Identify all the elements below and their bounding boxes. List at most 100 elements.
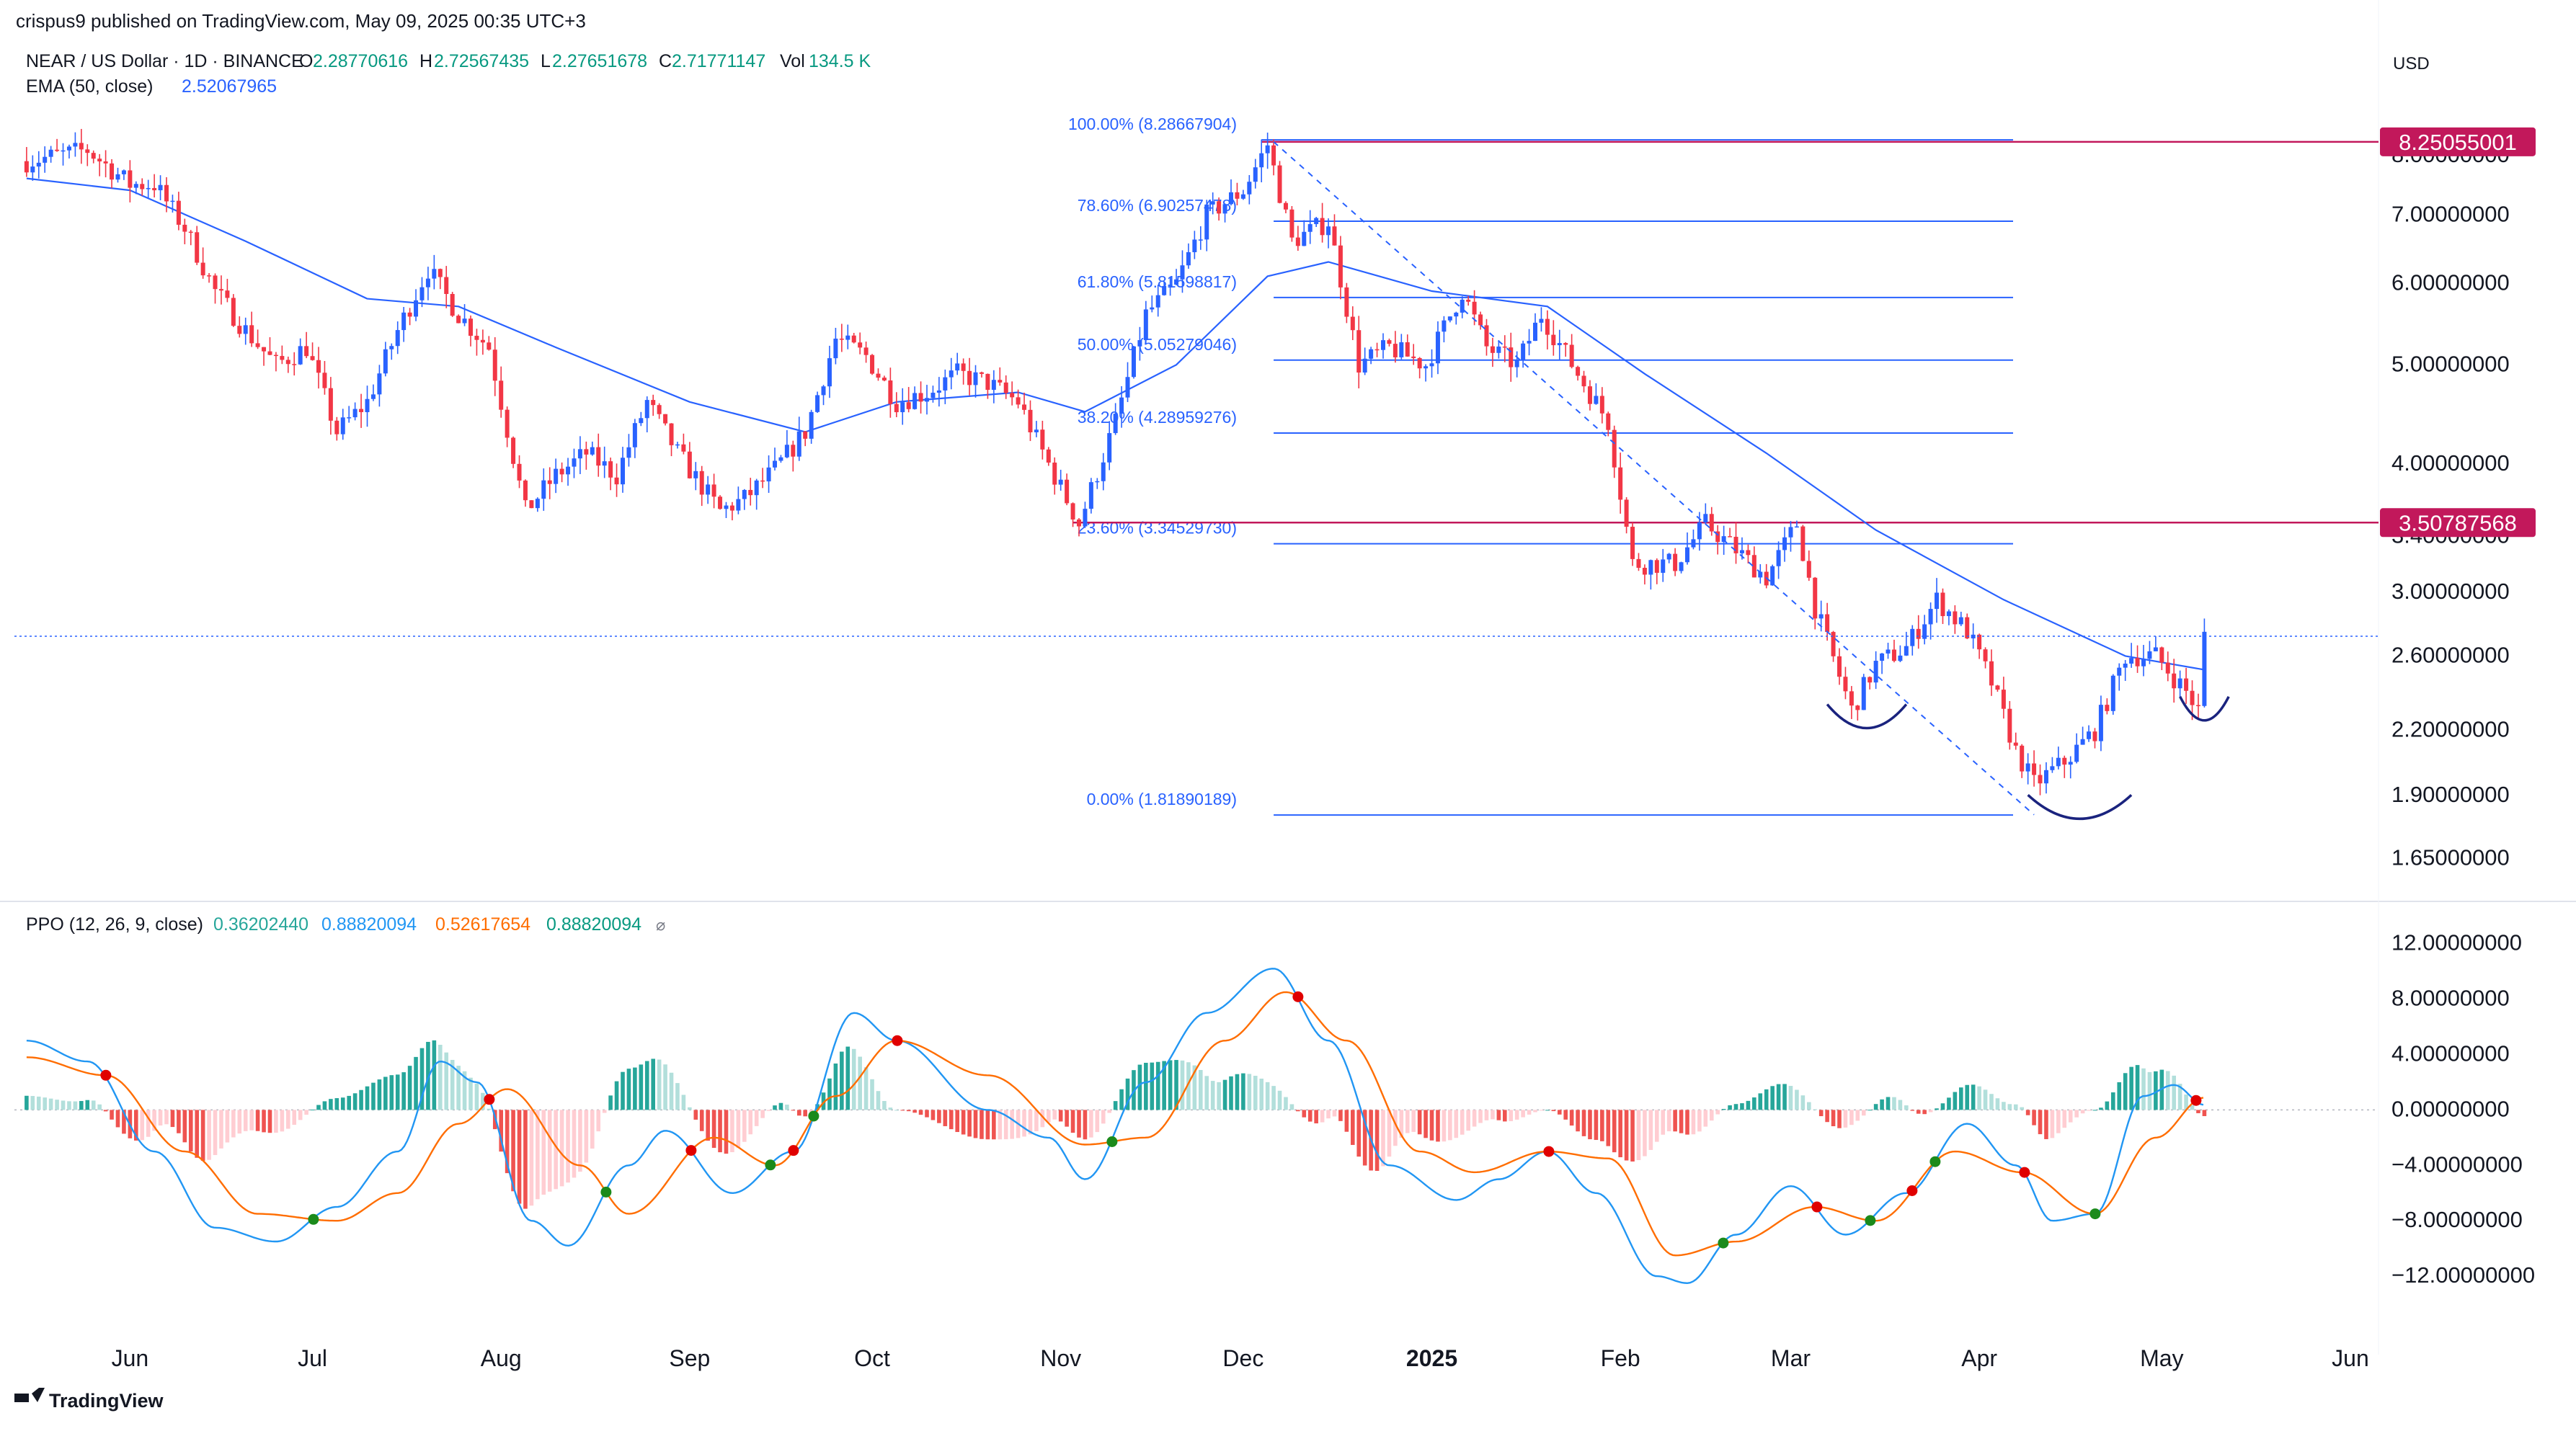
candle-body [1411, 356, 1416, 358]
drawings[interactable] [1273, 141, 2230, 821]
histogram-bar [1825, 1110, 1829, 1123]
candle-body [584, 449, 589, 455]
ppo-value-3: 0.52617654 [435, 914, 530, 935]
histogram-bar [858, 1056, 862, 1110]
histogram-bar [1204, 1076, 1209, 1110]
candle-body [1289, 209, 1294, 238]
crossover-dot [600, 1186, 612, 1198]
histogram-bar [888, 1107, 893, 1110]
candle-body [766, 467, 771, 482]
volume-value: 134.5 K [809, 51, 871, 71]
histogram-bar [2044, 1110, 2048, 1139]
candle-body [936, 390, 941, 393]
candle-body [1016, 397, 1021, 405]
candle-body [1034, 429, 1039, 432]
histogram-bar [1484, 1110, 1489, 1120]
histogram-bar [1788, 1086, 1793, 1110]
candle-body [1058, 479, 1063, 485]
candle-body [1229, 192, 1233, 205]
histogram-bar [444, 1052, 449, 1110]
candle-body [1673, 553, 1678, 571]
candle-body [1581, 375, 1586, 387]
histogram-bar [1880, 1099, 1884, 1110]
ema-value: 2.52067965 [182, 76, 277, 97]
candle-body [1794, 526, 1799, 528]
candle-body [1028, 409, 1033, 432]
symbol-label[interactable]: NEAR / US Dollar · 1D · BINANCE [26, 51, 303, 71]
ema-line [26, 177, 2205, 671]
hide-values-icon[interactable]: ⌀ [656, 916, 665, 934]
histogram-bar [742, 1110, 747, 1142]
price-tick: 4.00000000 [2391, 450, 2510, 476]
histogram-bar [1289, 1104, 1294, 1110]
candle-body [414, 300, 419, 317]
candle-body [365, 398, 370, 413]
histogram-bar [1916, 1110, 1921, 1114]
candle-body [200, 262, 205, 276]
candle-body [1873, 661, 1878, 683]
horizontal-levels[interactable]: 8.25055001 3.50787568 [1072, 127, 2536, 538]
candle-body [1910, 628, 1915, 646]
histogram-bar [1965, 1084, 1970, 1110]
histogram-bar [876, 1091, 881, 1110]
histogram-bar [693, 1110, 698, 1120]
candle-body [1703, 514, 1708, 523]
ppo-tick: −4.00000000 [2391, 1151, 2523, 1177]
fibonacci-retracement[interactable]: 100.00% (8.28667904) 78.60% (6.90257478) 6… [1068, 115, 2013, 816]
candle-body [1800, 526, 1806, 561]
histogram-bar [1113, 1101, 1118, 1110]
histogram-bar [2002, 1102, 2006, 1110]
candle-body [43, 156, 48, 163]
histogram-bar [1691, 1110, 1696, 1135]
histogram-bar [1478, 1110, 1483, 1123]
candle-body [340, 417, 345, 434]
histogram-bar [304, 1110, 308, 1115]
candle-body [1083, 509, 1088, 527]
histogram-bar [1764, 1089, 1769, 1110]
histogram-bar [730, 1110, 734, 1153]
histogram-bar [1892, 1097, 1896, 1110]
histogram-bar [931, 1110, 936, 1120]
time-axis[interactable]: Jun Jul Aug Sep Oct Nov Dec 2025 Feb Mar Apr May Jun [112, 1345, 2369, 1371]
histogram-bar [621, 1071, 625, 1110]
ppo-tick: 0.00000000 [2391, 1096, 2510, 1121]
histogram-bar [1168, 1060, 1173, 1110]
candle-body [249, 325, 254, 344]
candle-body [158, 184, 163, 191]
candle-body [30, 166, 35, 173]
candle-body [1545, 318, 1550, 335]
candle-body [1935, 592, 1940, 610]
candle-body [1168, 284, 1173, 286]
histogram-bar [1095, 1110, 1100, 1133]
candles [24, 128, 2207, 795]
histogram-bar [1721, 1109, 1726, 1110]
histogram-bar [651, 1058, 655, 1110]
histogram-bar [554, 1110, 558, 1190]
currency-label[interactable]: USD [2393, 54, 2430, 73]
ema-label[interactable]: EMA (50, close) [26, 76, 153, 97]
histogram-bar [863, 1067, 869, 1110]
candle-body [79, 143, 84, 150]
candle-body [773, 460, 777, 468]
histogram-bar [1089, 1110, 1093, 1138]
candle-body [1198, 239, 1203, 241]
histogram-bar [316, 1105, 321, 1110]
histogram-bar [2141, 1068, 2146, 1110]
histogram-bar [334, 1098, 339, 1110]
histogram-bar [1666, 1110, 1671, 1132]
histogram-bar [547, 1110, 552, 1192]
crossover-dot [2089, 1208, 2101, 1220]
ppo-label[interactable]: PPO (12, 26, 9, close) [26, 914, 203, 935]
candle-body [383, 349, 388, 374]
candle-body [657, 405, 662, 414]
histogram-bar [1770, 1086, 1775, 1110]
histogram-bar [499, 1110, 503, 1152]
ppo-tick: 8.00000000 [2391, 986, 2510, 1011]
candle-body [1721, 536, 1726, 543]
candle-body [1405, 342, 1410, 357]
candle-body [207, 275, 212, 277]
ppo-axis[interactable]: 12.00000000 8.00000000 4.00000000 0.0000000… [2391, 930, 2535, 1288]
histogram-bar [377, 1079, 382, 1110]
histogram-bar [1460, 1110, 1465, 1135]
candle-body [1217, 201, 1222, 214]
